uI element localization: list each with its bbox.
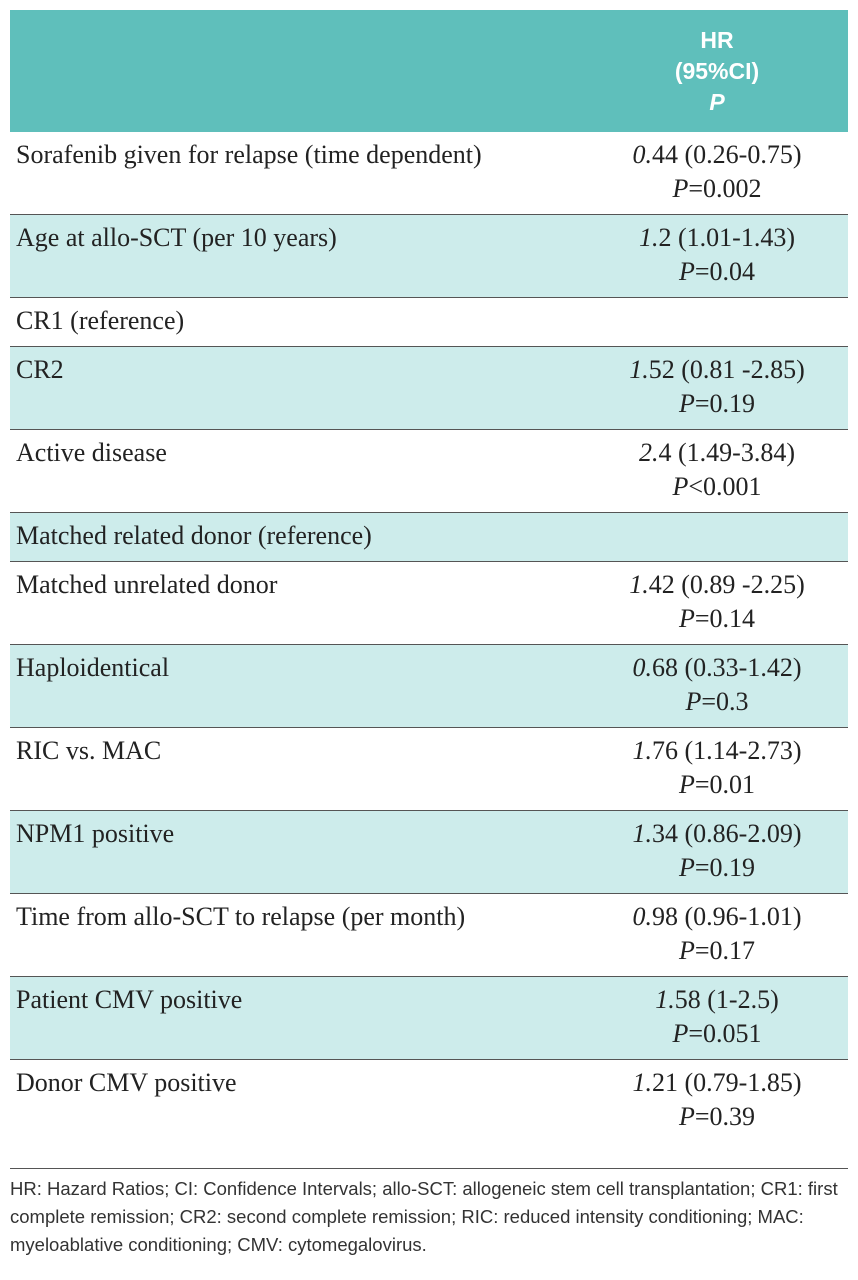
p-value: P=0.01 <box>678 770 756 799</box>
row-label: Donor CMV positive <box>10 1059 586 1142</box>
hazard-ratio: 1.58 (1-2.5) <box>655 985 779 1014</box>
table-row: Active disease 2.4 (1.49-3.84) P<0.001 <box>10 429 848 513</box>
table-row: Sorafenib given for relapse (time depend… <box>10 132 848 215</box>
row-label: Time from allo-SCT to relapse (per month… <box>10 893 586 977</box>
row-label: Sorafenib given for relapse (time depend… <box>16 140 482 169</box>
row-value: 1.42 (0.89 -2.25) P=0.14 <box>586 561 848 645</box>
p-value: P=0.002 <box>672 174 762 203</box>
header-blank <box>10 10 586 132</box>
header-row: HR (95%CI) P <box>10 10 848 132</box>
hazard-ratio: 0.68 (0.33-1.42) <box>632 653 802 682</box>
row-value: 1.58 (1-2.5) P=0.051 <box>586 976 848 1060</box>
row-label: Age at allo-SCT (per 10 years) <box>10 214 586 298</box>
hazard-ratio: 1.21 (0.79-1.85) <box>632 1068 802 1097</box>
table-row: Donor CMV positive 1.21 (0.79-1.85) P=0.39 <box>10 1059 848 1142</box>
table-wrap: HR (95%CI) P Sorafenib given for relapse… <box>10 10 848 1142</box>
p-value: P=0.04 <box>678 257 756 286</box>
row-value: 1.21 (0.79-1.85) P=0.39 <box>586 1059 848 1142</box>
p-value: P=0.19 <box>678 853 756 882</box>
row-value <box>586 297 848 347</box>
table-row: CR1 (reference) <box>10 297 848 347</box>
header-p: P <box>709 88 725 115</box>
row-value: 0.68 (0.33-1.42) P=0.3 <box>586 644 848 728</box>
header-cell: HR (95%CI) P <box>586 10 848 132</box>
row-label: RIC vs. MAC <box>10 727 586 811</box>
row-value: 1.52 (0.81 -2.85) P=0.19 <box>586 346 848 430</box>
table-row: RIC vs. MAC 1.76 (1.14-2.73) P=0.01 <box>10 727 848 811</box>
row-value: 1.76 (1.14-2.73) P=0.01 <box>586 727 848 811</box>
hazard-ratio: 0.98 (0.96-1.01) <box>632 902 802 931</box>
hazard-ratio: 2.4 (1.49-3.84) <box>639 438 795 467</box>
table-row: Time from allo-SCT to relapse (per month… <box>10 893 848 977</box>
row-value: 1.34 (0.86-2.09) P=0.19 <box>586 810 848 894</box>
row-label: Matched unrelated donor <box>10 561 586 645</box>
results-table: HR (95%CI) P Sorafenib given for relapse… <box>10 10 848 1142</box>
hazard-ratio: 1.76 (1.14-2.73) <box>632 736 802 765</box>
row-value: 0.98 (0.96-1.01) P=0.17 <box>586 893 848 977</box>
hazard-ratio: 0.44 (0.26-0.75) <box>632 140 802 169</box>
header-hr: HR <box>700 26 734 53</box>
table-body: Sorafenib given for relapse (time depend… <box>10 132 848 1142</box>
p-value: P=0.3 <box>685 687 749 716</box>
row-label: Matched related donor (reference) <box>10 512 586 562</box>
p-value: P=0.19 <box>678 389 756 418</box>
hazard-ratio: 1.2 (1.01-1.43) <box>639 223 795 252</box>
table-row: Patient CMV positive 1.58 (1-2.5) P=0.051 <box>10 976 848 1060</box>
row-label: NPM1 positive <box>10 810 586 894</box>
row-label: Haploidentical <box>10 644 586 728</box>
hazard-ratio: 1.52 (0.81 -2.85) <box>629 355 805 384</box>
p-value: P=0.17 <box>678 936 756 965</box>
row-label: Patient CMV positive <box>10 976 586 1060</box>
footnote: HR: Hazard Ratios; CI: Confidence Interv… <box>10 1168 848 1259</box>
p-value: P=0.39 <box>678 1102 756 1131</box>
table-row: Matched related donor (reference) <box>10 512 848 562</box>
table-row: Age at allo-SCT (per 10 years) 1.2 (1.01-… <box>10 214 848 298</box>
row-label: CR1 (reference) <box>10 297 586 347</box>
table-row: Haploidentical 0.68 (0.33-1.42) P=0.3 <box>10 644 848 728</box>
p-value: P=0.14 <box>678 604 756 633</box>
table-row: NPM1 positive 1.34 (0.86-2.09) P=0.19 <box>10 810 848 894</box>
hazard-ratio: 1.34 (0.86-2.09) <box>632 819 802 848</box>
table-row: Matched unrelated donor 1.42 (0.89 -2.25)… <box>10 561 848 645</box>
hazard-ratio: 1.42 (0.89 -2.25) <box>629 570 805 599</box>
p-value: P<0.001 <box>672 472 762 501</box>
row-value: 2.4 (1.49-3.84) P<0.001 <box>586 429 848 513</box>
table-header: HR (95%CI) P <box>10 10 848 132</box>
row-label: CR2 <box>10 346 586 430</box>
p-value: P=0.051 <box>672 1019 762 1048</box>
row-value: 0.44 (0.26-0.75) P=0.002 <box>586 132 848 215</box>
table-row: CR2 1.52 (0.81 -2.85) P=0.19 <box>10 346 848 430</box>
header-ci: (95%CI) <box>674 57 760 84</box>
row-value: 1.2 (1.01-1.43) P=0.04 <box>586 214 848 298</box>
row-value <box>586 512 848 562</box>
row-label: Active disease <box>10 429 586 513</box>
